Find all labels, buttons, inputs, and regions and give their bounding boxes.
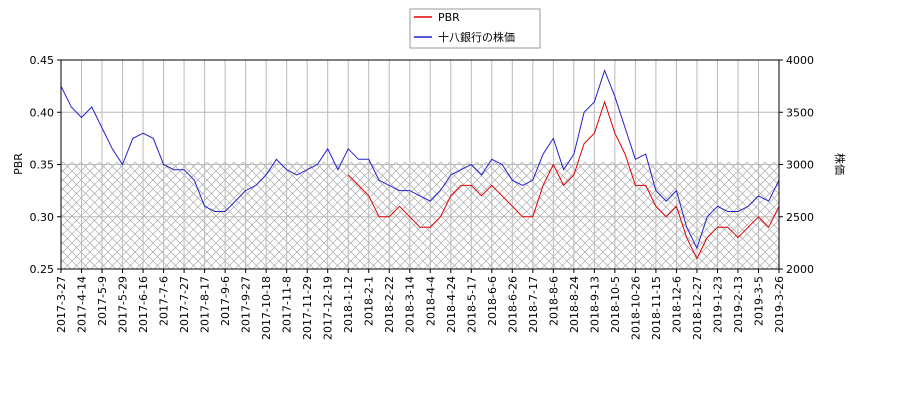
y-tick-label: 0.35 [30,159,55,172]
x-tick-label: 2018-2-22 [383,276,396,333]
x-tick-label: 2018-8-24 [568,276,581,333]
x-tick-label: 2018-3-14 [404,276,417,333]
x-tick-label: 2019-3-26 [773,276,786,333]
x-tick-label: 2019-1-23 [711,276,724,333]
x-tick-label: 2019-3-5 [752,276,765,326]
y2-tick-label: 4000 [786,54,814,67]
x-tick-label: 2018-12-6 [670,276,683,333]
x-tick-label: 2017-8-17 [199,276,212,333]
x-tick-label: 2018-1-12 [342,276,355,333]
y-tick-label: 0.30 [30,211,55,224]
hatched-band [61,162,779,269]
x-tick-label: 2017-7-6 [158,276,171,326]
x-tick-label: 2017-4-14 [76,276,89,333]
y2-tick-label: 2000 [786,263,814,276]
legend-items: PBR 十八銀行の株価 [414,11,515,44]
x-tick-label: 2018-9-13 [588,276,601,333]
lines [60,69,780,260]
y2-tick-label: 3000 [786,159,814,172]
x-tick-label: 2017-11-29 [301,276,314,340]
x-tick-label: 2018-4-24 [445,276,458,333]
x-tick-label: 2018-2-1 [363,276,376,326]
y-tick-label: 0.45 [30,54,55,67]
x-tick-label: 2017-7-27 [178,276,191,333]
x-tick-label: 2018-6-6 [486,276,499,326]
x-tick-label: 2017-3-27 [55,276,68,333]
legend [409,8,541,49]
x-tick-label: 2018-7-17 [527,276,540,333]
y2-axis-label: 株価 [833,153,847,175]
x-tick-label: 2018-6-26 [506,276,519,333]
legend-label: PBR [438,11,460,24]
x-tick-label: 2019-2-13 [732,276,745,333]
x-tick-label: 2018-5-17 [465,276,478,333]
x-tick-label: 2017-6-16 [137,276,150,333]
x-tick-label: 2018-10-5 [609,276,622,333]
y2-tick-label: 3500 [786,106,814,119]
legend-label: 十八銀行の株価 [438,30,515,44]
x-tick-label: 2017-10-18 [260,276,273,340]
x-tick-label: 2017-5-29 [117,276,130,333]
x-tick-label: 2017-5-9 [96,276,109,326]
x-tick-label: 2018-8-6 [547,276,560,326]
y-tick-label: 0.40 [30,106,55,119]
y2-tick-label: 2500 [786,211,814,224]
x-tick-label: 2017-11-8 [281,276,294,333]
x-tick-label: 2017-9-27 [240,276,253,333]
x-tick-label: 2018-12-27 [691,276,704,340]
series-line [60,69,780,250]
x-tick-label: 2017-12-19 [322,276,335,340]
y-tick-label: 0.25 [30,263,55,276]
x-tick-label: 2018-10-26 [629,276,642,340]
series-line [347,100,780,260]
x-tick-label: 2017-9-6 [219,276,232,326]
x-tick-label: 2018-11-15 [650,276,663,340]
x-tick-label: 2018-4-4 [424,276,437,326]
y-axis-label: PBR [12,153,25,175]
